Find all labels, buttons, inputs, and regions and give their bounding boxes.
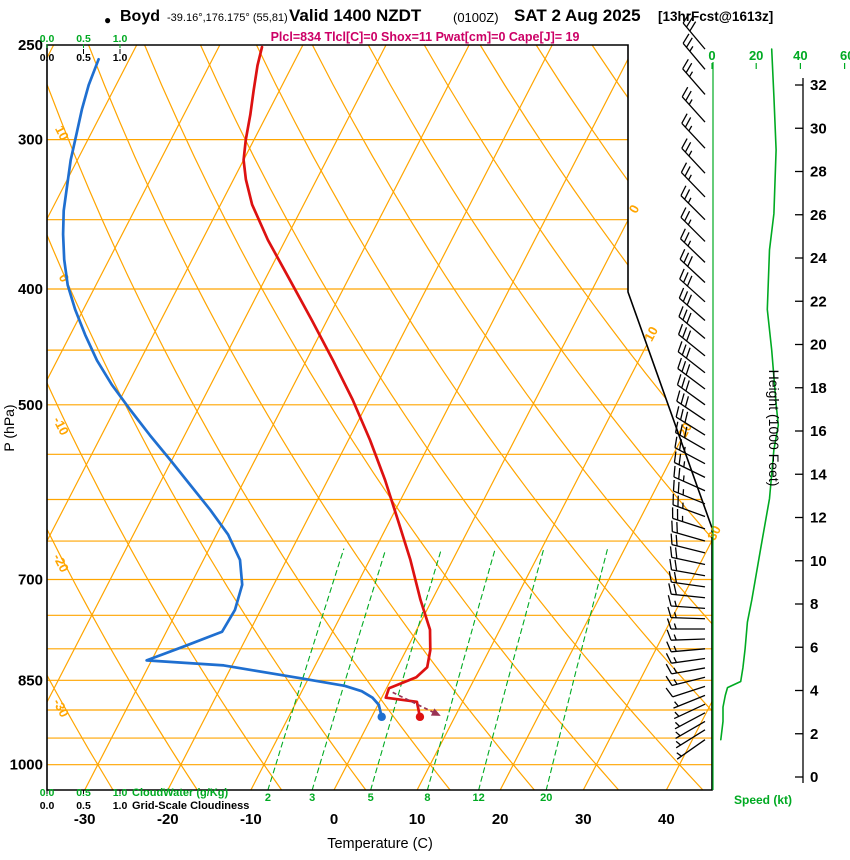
svg-text:Temperature (C): Temperature (C) bbox=[327, 836, 433, 852]
svg-text:1.0: 1.0 bbox=[113, 52, 128, 64]
profile-curves bbox=[61, 45, 432, 719]
svg-text:500: 500 bbox=[18, 397, 43, 414]
svg-text:20: 20 bbox=[492, 811, 509, 828]
pressure-axis-labels: 250 300 400 500 700 850 1000 P (hPa) bbox=[1, 37, 43, 774]
adiabat-labels: 100-10-20-30 bbox=[50, 123, 72, 720]
valid-time-utc: (0100Z) bbox=[453, 10, 499, 25]
svg-text:6: 6 bbox=[810, 639, 818, 656]
svg-text:14: 14 bbox=[810, 466, 827, 483]
mixing-ratio-labels: 2 3 5 8 12 20 bbox=[265, 792, 553, 804]
svg-text:1000: 1000 bbox=[10, 757, 43, 774]
svg-text:20: 20 bbox=[810, 337, 827, 354]
station-bullet-icon: ● bbox=[104, 13, 112, 27]
svg-text:0.0: 0.0 bbox=[40, 800, 55, 812]
svg-text:30: 30 bbox=[810, 120, 827, 137]
svg-text:30: 30 bbox=[575, 811, 592, 828]
svg-text:24: 24 bbox=[810, 250, 827, 267]
valid-date: SAT 2 Aug 2025 bbox=[514, 6, 641, 25]
svg-text:0.5: 0.5 bbox=[76, 800, 91, 812]
svg-text:850: 850 bbox=[18, 672, 43, 689]
svg-text:10: 10 bbox=[641, 324, 661, 344]
svg-text:Grid-Scale Cloudiness: Grid-Scale Cloudiness bbox=[132, 800, 249, 812]
station-coordinates: -39.16°,176.175° (55,81) bbox=[167, 12, 288, 24]
temperature-axis-labels: -30 -20 -10 0 10 20 30 40 Temperature (C) bbox=[74, 811, 675, 852]
svg-text:40: 40 bbox=[793, 48, 807, 63]
svg-text:12: 12 bbox=[810, 510, 827, 527]
svg-text:1.0: 1.0 bbox=[113, 800, 128, 812]
wind-speed-curve bbox=[720, 48, 780, 741]
svg-text:4: 4 bbox=[810, 683, 819, 700]
svg-text:-30: -30 bbox=[50, 696, 72, 720]
svg-text:0: 0 bbox=[330, 811, 338, 828]
svg-text:CloudWater (g/Kg): CloudWater (g/Kg) bbox=[132, 787, 228, 799]
parcel-arrow bbox=[392, 691, 441, 716]
svg-text:1.0: 1.0 bbox=[113, 33, 128, 45]
surface-dewpoint-dot bbox=[377, 712, 386, 722]
svg-text:0.5: 0.5 bbox=[76, 52, 91, 64]
svg-text:300: 300 bbox=[18, 132, 43, 149]
surface-temperature-dot bbox=[415, 712, 425, 722]
svg-text:10: 10 bbox=[409, 811, 426, 828]
svg-text:10: 10 bbox=[52, 123, 72, 143]
dewpoint-curve bbox=[61, 57, 384, 719]
cloudwater-scale-bottom: 0.0 0.5 1.0 CloudWater (g/Kg) bbox=[40, 787, 229, 799]
svg-text:Speed (kt): Speed (kt) bbox=[734, 793, 792, 807]
svg-text:16: 16 bbox=[810, 423, 827, 440]
svg-text:-10: -10 bbox=[240, 811, 262, 828]
svg-text:8: 8 bbox=[810, 596, 818, 613]
svg-text:40: 40 bbox=[658, 811, 675, 828]
svg-text:0.0: 0.0 bbox=[40, 52, 55, 64]
svg-text:20: 20 bbox=[749, 48, 763, 63]
wind-barbs bbox=[665, 13, 706, 760]
svg-text:26: 26 bbox=[810, 207, 827, 224]
svg-text:700: 700 bbox=[18, 572, 43, 589]
svg-text:0: 0 bbox=[708, 48, 715, 63]
grid-lines bbox=[47, 45, 712, 790]
svg-text:Height (1000 Feet): Height (1000 Feet) bbox=[766, 370, 782, 487]
svg-text:-30: -30 bbox=[74, 811, 96, 828]
svg-text:0: 0 bbox=[810, 769, 818, 786]
svg-text:2: 2 bbox=[265, 792, 271, 804]
svg-text:0.0: 0.0 bbox=[40, 33, 55, 45]
svg-text:2: 2 bbox=[810, 726, 818, 743]
svg-text:5: 5 bbox=[368, 792, 374, 804]
cloudwater-scale-top: 0.0 0.5 1.0 bbox=[40, 33, 128, 48]
cloudiness-scale-bottom: 0.0 0.5 1.0 Grid-Scale Cloudiness bbox=[40, 790, 249, 812]
svg-text:400: 400 bbox=[18, 281, 43, 298]
svg-text:60: 60 bbox=[840, 48, 850, 63]
svg-text:10: 10 bbox=[810, 553, 827, 570]
svg-text:30: 30 bbox=[704, 523, 724, 543]
svg-text:28: 28 bbox=[810, 164, 827, 181]
svg-text:3: 3 bbox=[309, 792, 315, 804]
svg-text:0.5: 0.5 bbox=[76, 33, 91, 45]
svg-text:-20: -20 bbox=[157, 811, 179, 828]
svg-text:22: 22 bbox=[810, 293, 827, 310]
svg-text:0: 0 bbox=[56, 271, 73, 284]
svg-text:12: 12 bbox=[473, 792, 485, 804]
speed-axis: 0204060Speed (kt) bbox=[708, 48, 850, 807]
svg-text:8: 8 bbox=[424, 792, 430, 804]
svg-text:P (hPa): P (hPa) bbox=[1, 404, 17, 451]
valid-time: Valid 1400 NZDT bbox=[289, 6, 422, 25]
svg-text:250: 250 bbox=[18, 37, 43, 54]
svg-text:18: 18 bbox=[810, 380, 827, 397]
stability-indices-line: Plcl=834 Tlcl[C]=0 Shox=11 Pwat[cm]=0 Ca… bbox=[270, 30, 580, 44]
svg-text:32: 32 bbox=[810, 77, 827, 94]
svg-text:20: 20 bbox=[540, 792, 552, 804]
temperature-curve bbox=[242, 45, 432, 719]
station-name: Boyd bbox=[120, 8, 160, 25]
forecast-hour-tag: [13hrFcst@1613z] bbox=[658, 9, 774, 24]
cloudiness-scale-top: 0.0 0.5 1.0 bbox=[40, 49, 128, 64]
svg-text:-10: -10 bbox=[50, 414, 72, 438]
